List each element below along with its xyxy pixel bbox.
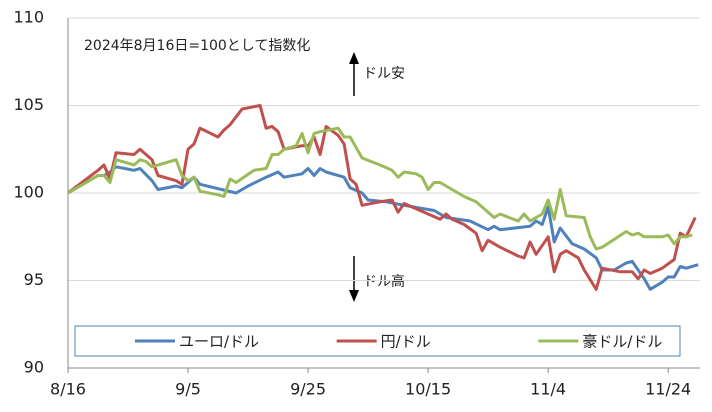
y-tick-label: 95	[24, 270, 44, 289]
annotation: ドル安	[363, 66, 405, 82]
line-series	[67, 104, 697, 291]
y-tick-label: 105	[13, 95, 44, 114]
y-tick-label: 100	[13, 183, 44, 202]
annotation: ドル高	[363, 273, 405, 290]
x-tick-label: 8/16	[50, 380, 86, 399]
x-tick-label: 11/24	[645, 380, 691, 399]
arrow-down-head	[349, 290, 359, 302]
arrow-up-head	[349, 52, 359, 64]
line-series	[67, 126, 693, 251]
legend-box	[74, 325, 681, 357]
x-tick-label: 11/4	[530, 380, 566, 399]
legend-label: 円/ドル	[381, 333, 431, 351]
annotation: 2024年8月16日=100として指数化	[84, 38, 310, 54]
x-tick-label: 10/15	[405, 380, 451, 399]
x-tick-label: 9/25	[290, 380, 326, 399]
y-tick-label: 90	[24, 358, 44, 377]
legend-label: 豪ドル/ドル	[582, 333, 662, 351]
legend-label: ユーロ/ドル	[179, 333, 259, 351]
x-tick-label: 9/5	[175, 380, 201, 399]
y-tick-label: 110	[13, 8, 44, 27]
